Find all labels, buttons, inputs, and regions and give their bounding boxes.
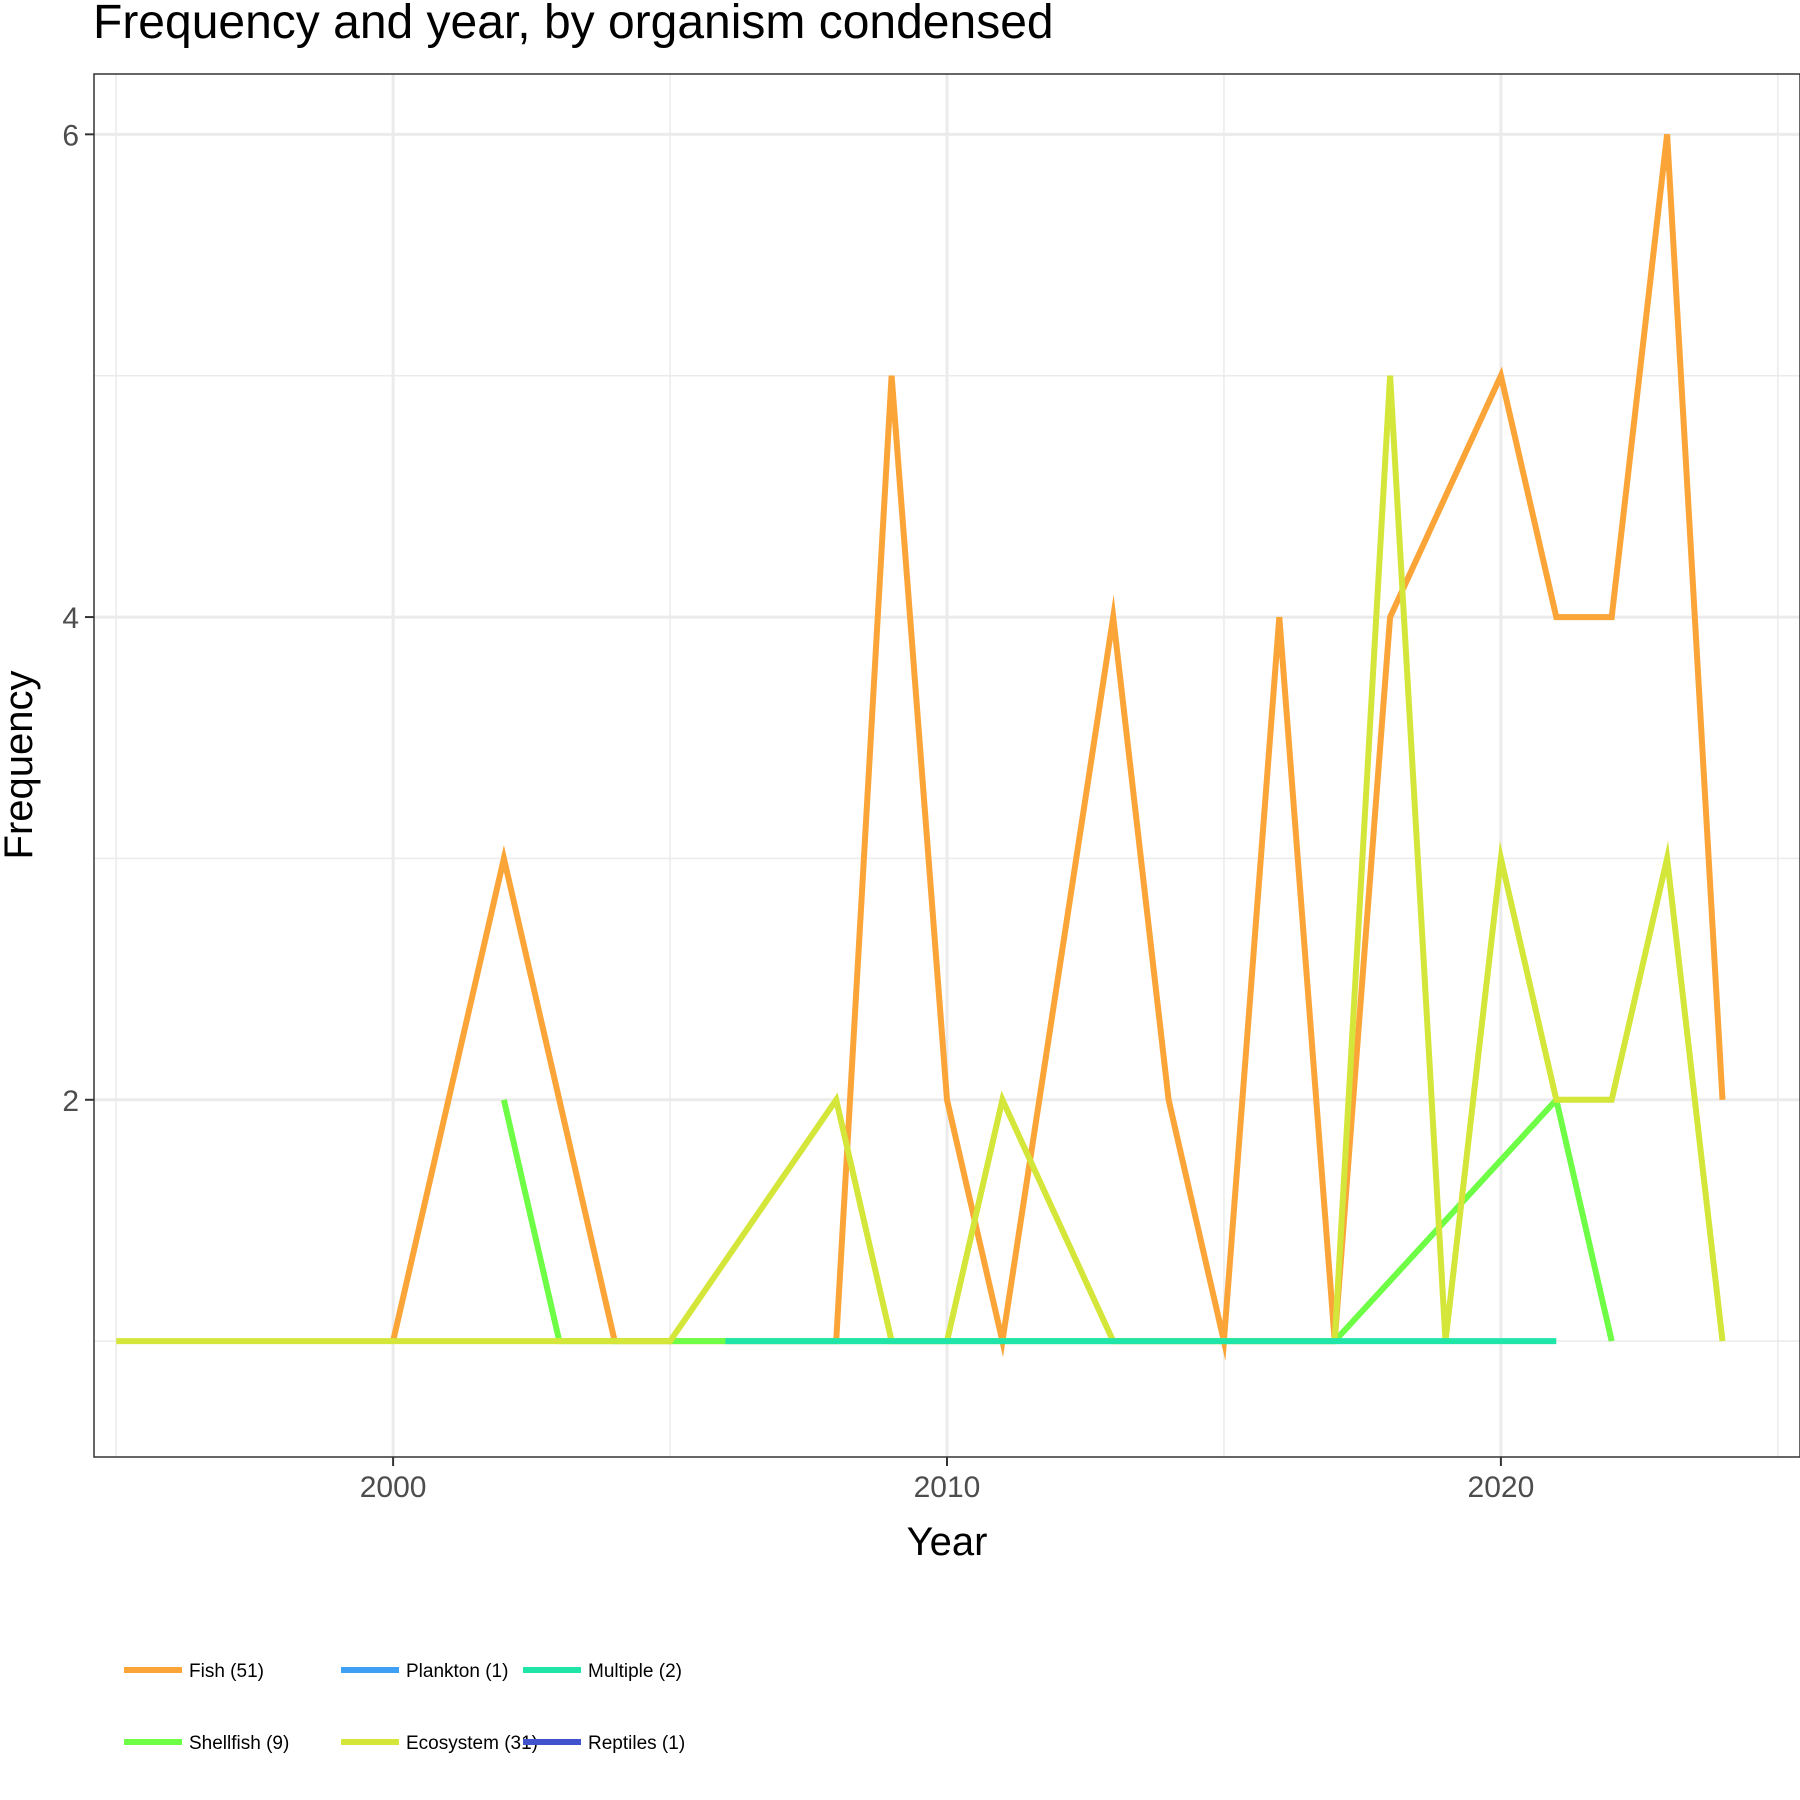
legend-item-plankton: Plankton (1) xyxy=(341,1661,508,1682)
series-lines xyxy=(116,133,1726,1362)
legend-item-multiple: Multiple (2) xyxy=(523,1661,682,1682)
legend-label: Plankton (1) xyxy=(406,1661,508,1682)
y-tick-label: 6 xyxy=(62,119,79,152)
legend-label: Ecosystem (31) xyxy=(406,1733,538,1754)
x-tick-label: 2020 xyxy=(1468,1471,1535,1504)
legend-item-shellfish: Shellfish (9) xyxy=(124,1733,289,1754)
chart-title: Frequency and year, by organism condense… xyxy=(93,0,1054,49)
legend-label: Fish (51) xyxy=(189,1661,264,1682)
x-axis-title: Year xyxy=(907,1520,988,1564)
x-tick-label: 2000 xyxy=(360,1471,427,1504)
legend-item-fish: Fish (51) xyxy=(124,1661,264,1682)
legend-item-ecosystem: Ecosystem (31) xyxy=(341,1733,538,1754)
plot-area xyxy=(93,73,1800,1458)
legend-label: Multiple (2) xyxy=(588,1661,682,1682)
legend-label: Reptiles (1) xyxy=(588,1733,685,1754)
legend-item-reptiles: Reptiles (1) xyxy=(523,1733,685,1754)
x-tick-label: 2010 xyxy=(914,1471,981,1504)
legend: Fish (51) Shellfish (9) Plankton (1) Ecosys… xyxy=(124,1661,685,1754)
legend-label: Shellfish (9) xyxy=(189,1733,289,1754)
y-axis-title: Frequency xyxy=(0,671,41,860)
y-tick-label: 2 xyxy=(62,1085,79,1118)
y-tick-label: 4 xyxy=(62,602,79,635)
axes: 2 4 6 2000 2010 2020 xyxy=(62,119,1534,1504)
